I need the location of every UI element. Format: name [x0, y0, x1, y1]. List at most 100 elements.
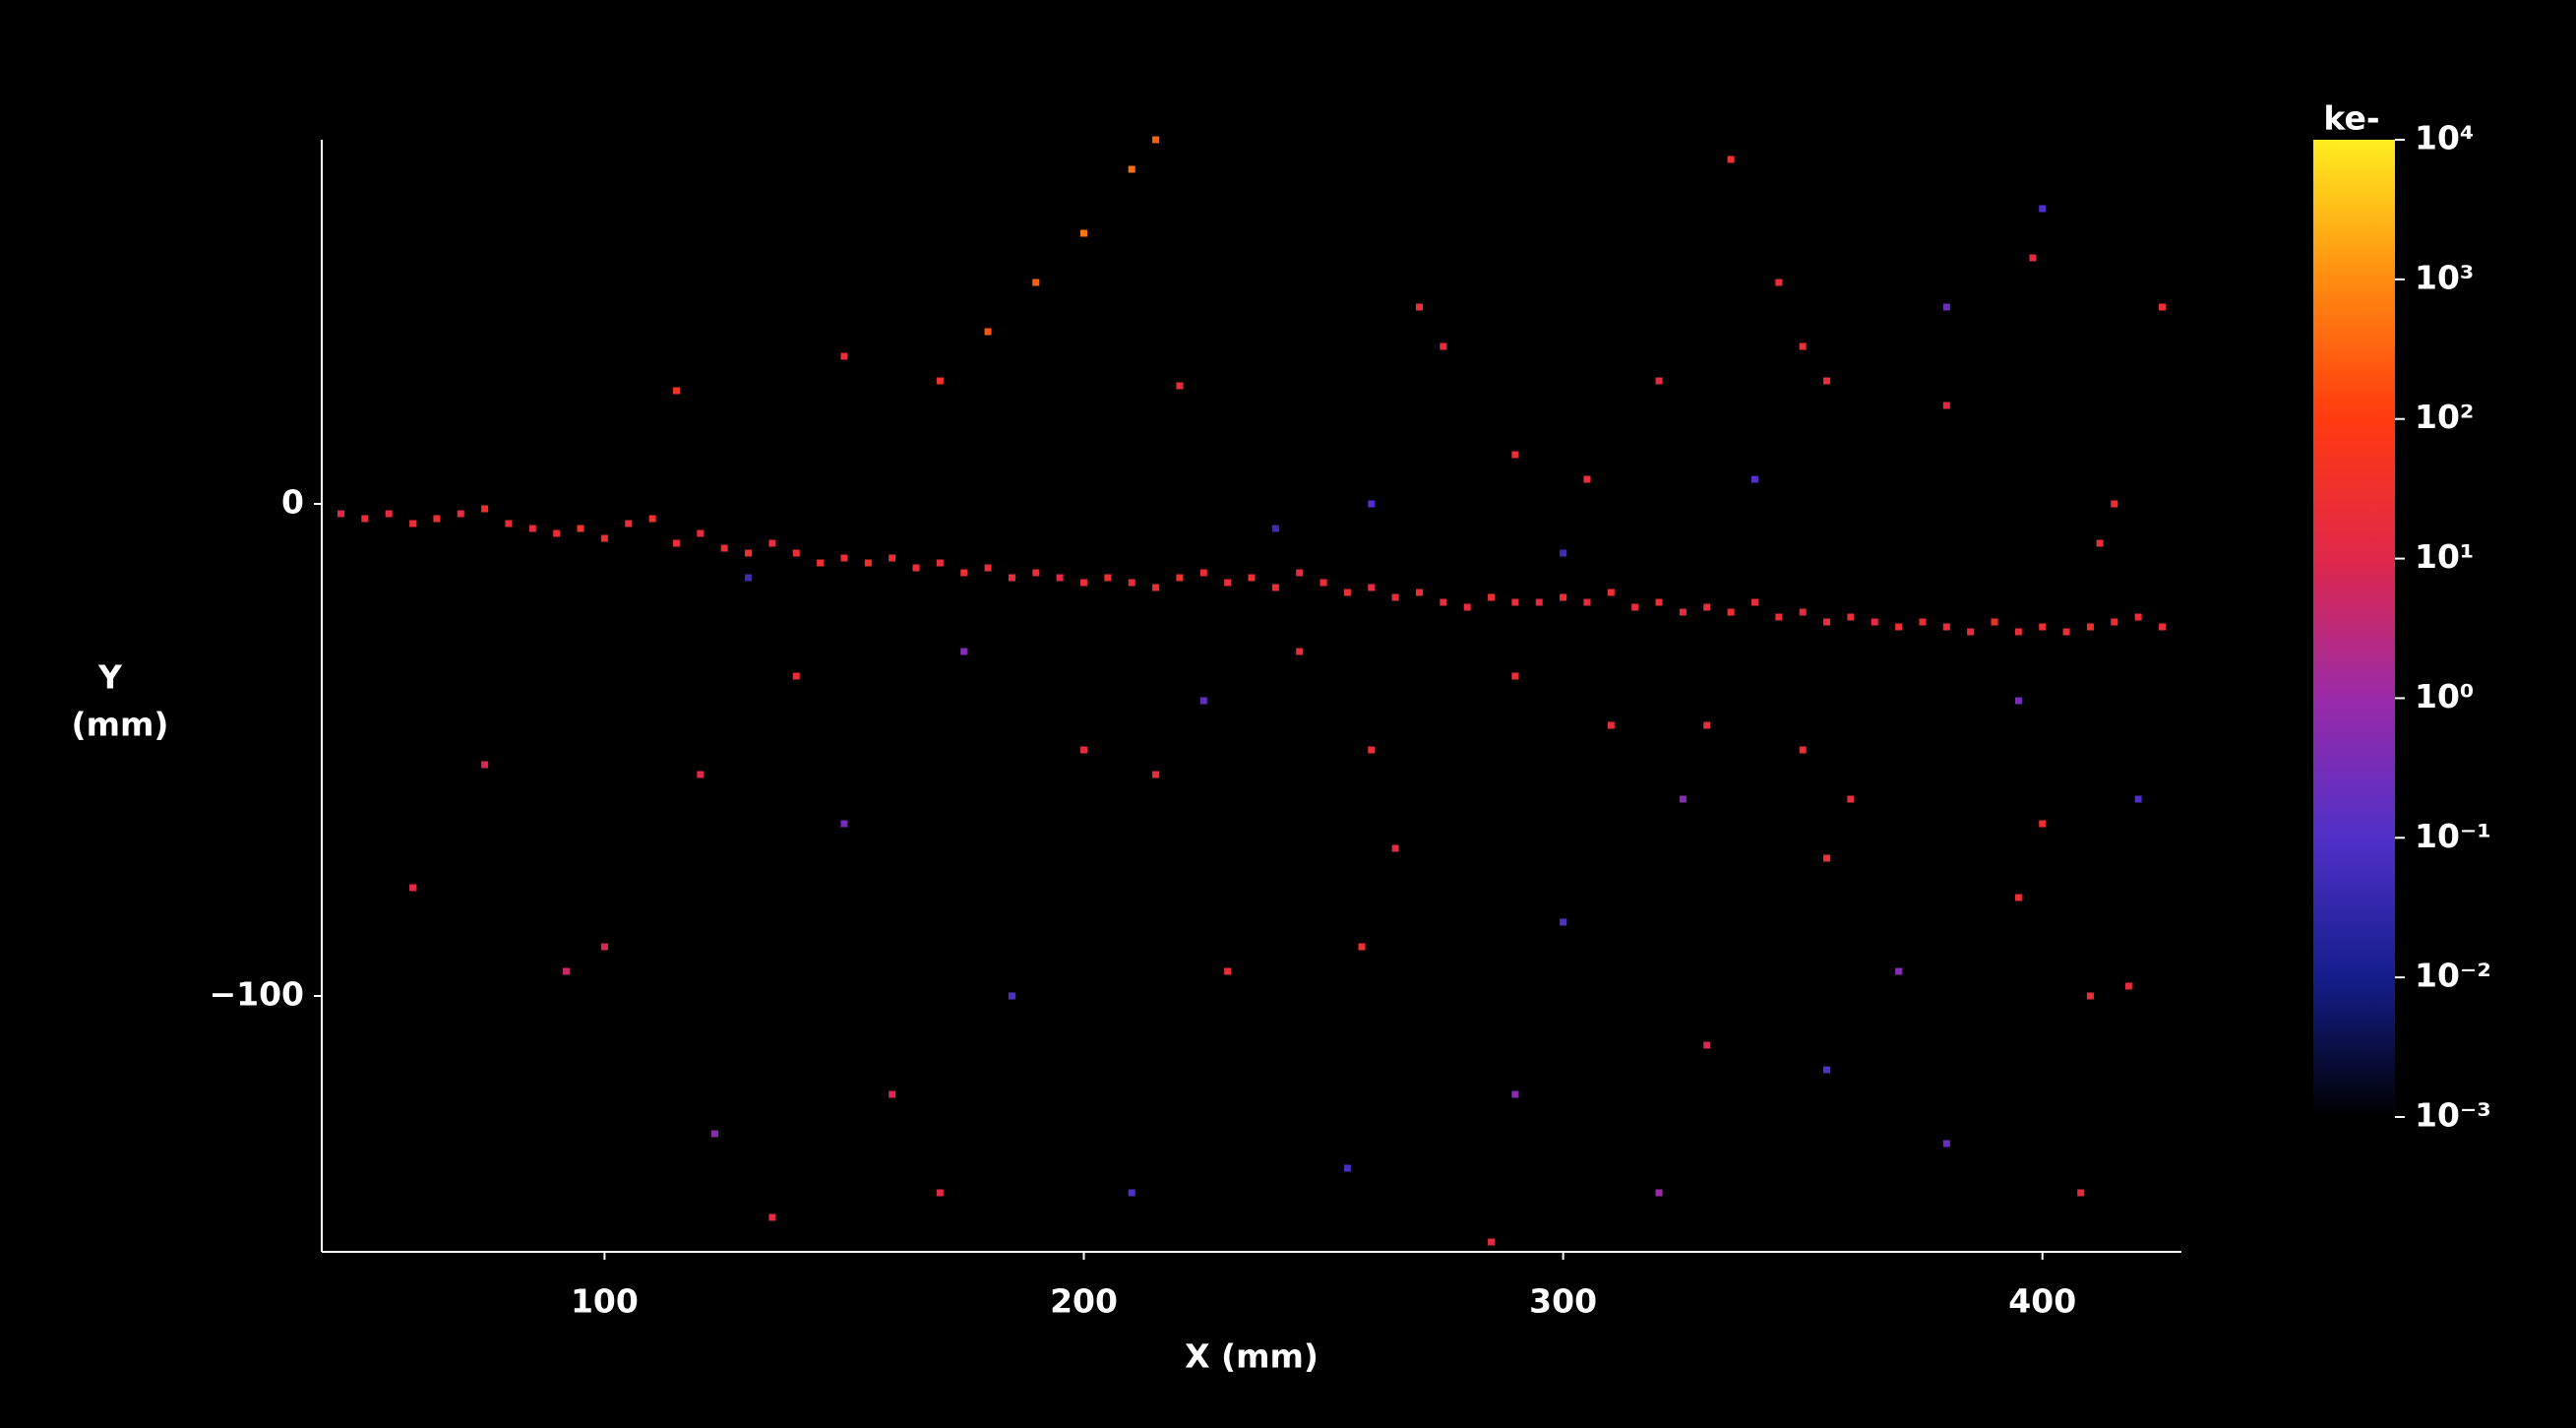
- hit: [529, 526, 536, 532]
- hit: [1536, 599, 1543, 606]
- hit: [601, 535, 608, 542]
- hit: [2063, 629, 2070, 636]
- hit: [1009, 575, 1015, 582]
- hit: [2015, 629, 2022, 636]
- hit: [985, 565, 992, 572]
- hit: [840, 821, 847, 828]
- hit: [1152, 585, 1159, 591]
- hit: [793, 673, 800, 680]
- hit: [361, 516, 368, 523]
- chart: X (mm) Y (mm) ke- 1002003004000−10010⁴10…: [0, 0, 2576, 1428]
- x-axis-label: X (mm): [1185, 1337, 1319, 1376]
- hit: [1392, 845, 1399, 852]
- hit: [1129, 166, 1135, 173]
- hit: [1895, 624, 1902, 631]
- hit: [1680, 796, 1687, 803]
- hit: [1320, 580, 1327, 587]
- hit: [1224, 580, 1231, 587]
- hit: [2087, 993, 2094, 1000]
- hit: [937, 378, 944, 385]
- hit: [1344, 1165, 1351, 1172]
- hit: [1176, 575, 1183, 582]
- hit: [1775, 279, 1782, 286]
- hit: [2029, 255, 2036, 262]
- hit: [2125, 983, 2132, 990]
- hit: [1560, 919, 1566, 926]
- hit: [1032, 279, 1039, 286]
- hit: [1464, 604, 1471, 611]
- hit: [1631, 604, 1638, 611]
- hit: [1583, 476, 1590, 483]
- hit: [1440, 343, 1446, 350]
- hit: [1800, 609, 1807, 616]
- hit: [1943, 403, 1950, 409]
- hit: [1344, 590, 1351, 596]
- x-tick-label: 100: [571, 1282, 639, 1321]
- hit: [1560, 550, 1566, 557]
- hit: [2159, 304, 2166, 311]
- hit: [1847, 796, 1854, 803]
- hit: [2039, 821, 2046, 828]
- background: [0, 0, 2576, 1428]
- hit: [481, 506, 488, 513]
- hit: [1009, 993, 1015, 1000]
- hit: [1967, 629, 1974, 636]
- hit: [697, 530, 704, 537]
- hit: [840, 353, 847, 360]
- hit: [578, 526, 584, 532]
- hit: [409, 521, 416, 528]
- hit: [433, 516, 440, 523]
- x-tick-label: 200: [1050, 1282, 1118, 1321]
- hit: [1847, 614, 1854, 621]
- hit: [1129, 580, 1135, 587]
- colorbar-tick-label: 10⁻¹: [2415, 817, 2491, 855]
- hit: [711, 1131, 718, 1138]
- page: {"chart_data": {"type": "scatter", "x_la…: [0, 0, 2576, 1428]
- hit: [1751, 599, 1758, 606]
- hit: [840, 555, 847, 562]
- hit: [1440, 599, 1446, 606]
- hit: [1057, 575, 1064, 582]
- hit: [1871, 619, 1878, 626]
- hit: [1200, 570, 1207, 577]
- hit: [2015, 895, 2022, 901]
- hit: [1728, 156, 1735, 163]
- hit: [1368, 747, 1375, 754]
- hit: [1080, 230, 1087, 237]
- y-axis-label: Y: [97, 658, 123, 697]
- hit: [1511, 1091, 1518, 1098]
- hit: [1368, 585, 1375, 591]
- hit: [563, 968, 570, 975]
- hit: [1823, 855, 1830, 862]
- hit: [1800, 747, 1807, 754]
- hit: [458, 511, 464, 518]
- hit: [1608, 590, 1615, 596]
- hit: [2135, 796, 2142, 803]
- hit: [1703, 722, 1710, 729]
- hit: [1943, 304, 1950, 311]
- hit: [1272, 585, 1279, 591]
- hit: [768, 540, 775, 547]
- hit: [2039, 206, 2046, 213]
- hit: [2077, 1190, 2084, 1197]
- hit: [1416, 590, 1423, 596]
- hit: [337, 511, 344, 518]
- colorbar-tick-label: 10³: [2415, 258, 2474, 296]
- hit: [1032, 570, 1039, 577]
- hit: [2015, 698, 2022, 705]
- hit: [553, 530, 560, 537]
- hit: [817, 560, 824, 567]
- hit: [673, 540, 680, 547]
- hit: [889, 555, 895, 562]
- hit: [505, 521, 512, 528]
- hit: [1129, 1190, 1135, 1197]
- hit: [1919, 619, 1926, 626]
- hit: [1296, 649, 1303, 655]
- hit: [1823, 1067, 1830, 1074]
- colorbar-tick-label: 10¹: [2415, 537, 2474, 576]
- hit: [1080, 747, 1087, 754]
- hit: [1249, 575, 1256, 582]
- hit: [1895, 968, 1902, 975]
- y-tick-label: 0: [281, 483, 304, 522]
- colorbar-tick-label: 10⁻²: [2415, 957, 2491, 995]
